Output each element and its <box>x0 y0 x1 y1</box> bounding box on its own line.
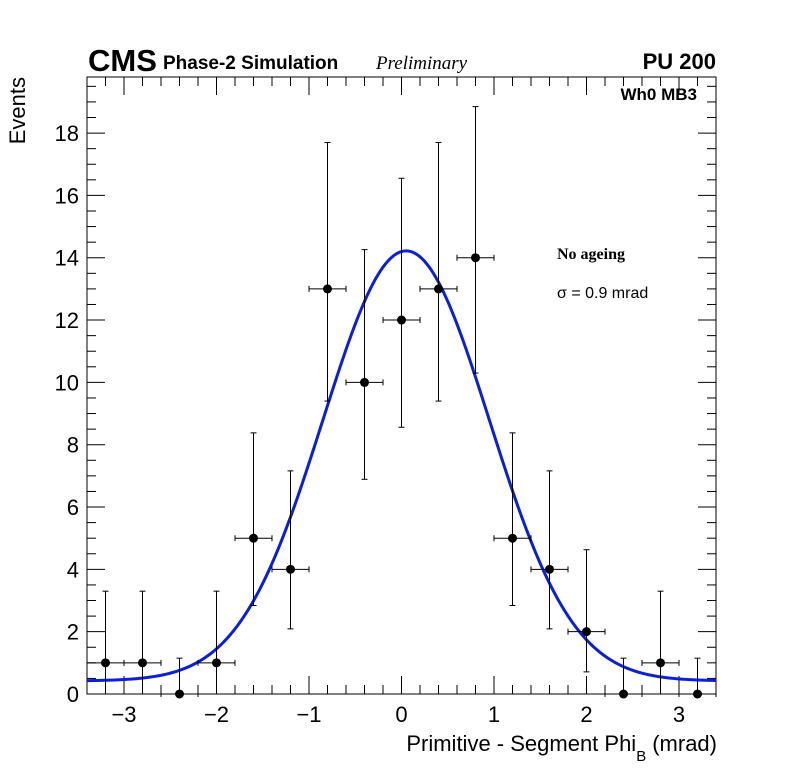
data-point-group <box>567 549 606 673</box>
data-point-group <box>530 470 569 630</box>
data-point <box>693 689 702 699</box>
x-tick-label: 1 <box>488 702 500 727</box>
x-axis-title-unit: (mrad) <box>652 731 717 756</box>
x-axis-title-subscript: B <box>636 748 646 765</box>
y-tick-label: 12 <box>55 308 79 333</box>
data-point-group <box>160 657 199 699</box>
y-tick-label: 8 <box>67 433 79 458</box>
y-tick-label: 16 <box>55 183 79 208</box>
y-tick-label: 4 <box>67 557 79 582</box>
data-point-group <box>308 141 347 402</box>
data-point-group <box>86 590 125 695</box>
data-point-group <box>234 432 273 607</box>
data-point <box>545 564 554 574</box>
data-point <box>175 689 184 699</box>
x-axis: −3 −2 −1 0 1 2 3 <box>105 77 698 727</box>
x-tick-label: 3 <box>673 702 685 727</box>
sigma-label: σ = 0.9 mrad <box>557 285 648 302</box>
y-axis-title: Events <box>5 77 30 144</box>
data-point <box>434 284 443 294</box>
data-point <box>508 533 517 543</box>
x-axis-title: Primitive - Segment PhiB (mrad) <box>406 731 717 765</box>
y-tick-label: 18 <box>55 121 79 146</box>
station-label: Wh0 MB3 <box>621 85 698 104</box>
data-point <box>286 564 295 574</box>
data-point <box>471 253 480 263</box>
preliminary-label: Preliminary <box>375 53 468 74</box>
y-tick-label: 10 <box>55 370 79 395</box>
x-tick-label: 0 <box>395 702 407 727</box>
data-point <box>323 284 332 294</box>
y-tick-label: 6 <box>67 495 79 520</box>
pileup-label: PU 200 <box>643 49 716 74</box>
data-point-group <box>641 590 680 695</box>
data-point-group <box>678 657 717 699</box>
x-tick-label: 2 <box>580 702 592 727</box>
phase2-simulation-label: Phase-2 Simulation <box>163 53 338 74</box>
y-tick-label: 0 <box>67 682 79 707</box>
data-point-group <box>345 249 384 480</box>
data-point-group <box>123 590 162 695</box>
data-point <box>101 658 110 668</box>
data-point-group <box>419 141 458 402</box>
x-axis-title-main: Primitive - Segment Phi <box>406 731 636 756</box>
condition-label: No ageing <box>557 246 625 263</box>
data-point <box>138 658 147 668</box>
data-point <box>582 627 591 637</box>
cms-label: CMS <box>88 43 157 78</box>
data-point <box>212 658 221 668</box>
x-tick-label: −1 <box>296 702 321 727</box>
data-point-group <box>604 657 643 699</box>
x-tick-label: −3 <box>111 702 136 727</box>
data-point <box>360 377 369 387</box>
data-point <box>619 689 628 699</box>
data-point <box>249 533 258 543</box>
data-point-group <box>197 590 236 695</box>
data-point-group <box>493 432 532 607</box>
x-tick-label: −2 <box>204 702 229 727</box>
y-axis: 0 2 4 6 8 10 12 14 16 18 <box>55 85 716 707</box>
data-point-group <box>456 106 495 374</box>
y-tick-label: 14 <box>55 246 79 271</box>
data-point <box>656 658 665 668</box>
data-point <box>397 315 406 325</box>
data-point-group <box>271 470 310 630</box>
data-point-group <box>382 177 421 428</box>
y-tick-label: 2 <box>67 620 79 645</box>
data-points <box>86 106 717 699</box>
